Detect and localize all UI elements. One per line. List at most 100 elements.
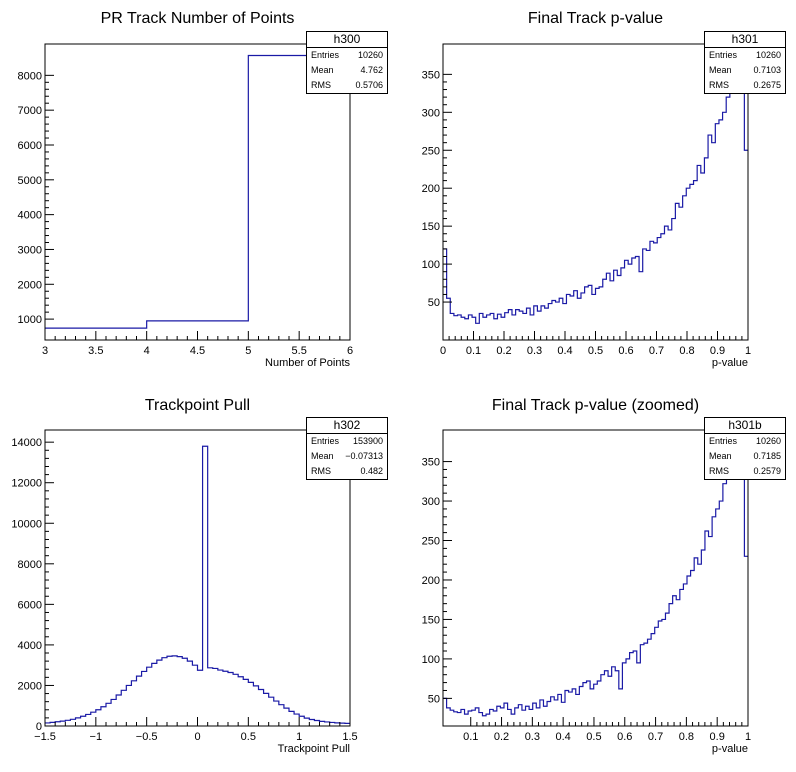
x-tick-label: 0.7 (649, 345, 664, 357)
x-tick-label: 0 (440, 345, 446, 357)
y-tick-label: 300 (422, 107, 440, 119)
stats-row-rms: RMS 0.2579 (709, 466, 781, 476)
stats-row-rms: RMS 0.5706 (311, 80, 383, 90)
histogram-h301: 0 0.1 0.2 0.3 0.4 0.5 0.6 0.7 0.8 0.9 150100150200… (422, 43, 751, 369)
y-tick-label: 4000 (18, 210, 42, 222)
y-tick-label: 8000 (18, 70, 42, 82)
y-tick-label: 3000 (18, 244, 42, 256)
x-tick-label: 0.8 (679, 731, 694, 743)
y-tick-label: 200 (422, 183, 440, 195)
y-tick-label: 7000 (18, 105, 42, 117)
x-tick-label: 0.4 (556, 731, 571, 743)
x-tick-label: 4 (144, 345, 150, 357)
y-tick-label: 5000 (18, 175, 42, 187)
stats-row-rms: RMS 0.2675 (709, 80, 781, 90)
y-tick-label: 6000 (18, 140, 42, 152)
stats-row-mean: Mean −0.07313 (311, 451, 383, 461)
stats-box: h300 Entries 10260 Mean 4.762 RMS 0.5706 (306, 31, 388, 94)
y-tick-label: 0 (36, 721, 42, 733)
plot-frame (442, 429, 749, 727)
x-tick-label: −0.5 (136, 731, 158, 743)
y-tick-label: 10000 (11, 518, 42, 530)
histogram-line (443, 50, 748, 324)
x-axis-label: p-value (712, 743, 748, 755)
x-tick-label: 5.5 (292, 345, 307, 357)
stats-row-entries: Entries 10260 (311, 50, 383, 60)
x-tick-label: 1 (296, 731, 302, 743)
pad-h302: Trackpoint Pull −1.5 −1 −0.5 0 0.5 1 1.5 0 2000 4… (0, 386, 398, 772)
x-tick-label: 0.3 (525, 731, 540, 743)
pad-h301b: Final Track p-value (zoomed) 0.1 0.2 0.3 0.… (398, 386, 796, 772)
y-tick-label: 50 (428, 297, 440, 309)
chart-title: Trackpoint Pull (144, 397, 251, 414)
y-tick-label: 350 (422, 457, 440, 469)
x-tick-label: 5 (245, 345, 251, 357)
stats-name: h302 (307, 418, 387, 434)
x-tick-label: 0.5 (588, 345, 603, 357)
chart-title: PR Track Number of Points (100, 10, 295, 27)
y-tick-label: 6000 (18, 599, 42, 611)
chart-title: Final Track p-value (zoomed) (491, 397, 700, 414)
y-tick-label: 100 (422, 259, 440, 271)
x-tick-label: 0.9 (710, 345, 725, 357)
x-tick-label: 0.8 (679, 345, 694, 357)
stats-name: h301 (705, 32, 785, 48)
histogram-h301b: 0.1 0.2 0.3 0.4 0.5 0.6 0.7 0.8 0.9 1501001502002… (422, 429, 751, 755)
x-axis-label: Number of Points (265, 357, 350, 369)
x-tick-label: 1.5 (342, 731, 357, 743)
x-tick-label: 0.7 (648, 731, 663, 743)
stats-box: h301 Entries 10260 Mean 0.7103 RMS 0.2675 (704, 31, 786, 94)
x-tick-label: 0.5 (241, 731, 256, 743)
x-tick-label: 3 (42, 345, 48, 357)
y-tick-label: 350 (422, 69, 440, 81)
y-tick-label: 150 (422, 221, 440, 233)
y-tick-label: 2000 (18, 279, 42, 291)
chart-title: Final Track p-value (527, 10, 664, 27)
stats-name: h301b (705, 418, 785, 434)
y-tick-label: 300 (422, 496, 440, 508)
stats-name: h300 (307, 32, 387, 48)
x-tick-label: 0.2 (494, 731, 509, 743)
x-tick-label: 3.5 (88, 345, 103, 357)
x-tick-label: 0.1 (463, 731, 478, 743)
pad-h300: PR Track Number of Points 3 3.5 4 4.5 5 5.5 6 1… (0, 0, 398, 386)
x-tick-label: 0.2 (496, 345, 511, 357)
x-tick-label: 0.5 (586, 731, 601, 743)
y-tick-label: 8000 (18, 559, 42, 571)
histogram-line (45, 54, 350, 329)
stats-row-entries: Entries 10260 (709, 436, 781, 446)
y-tick-label: 200 (422, 575, 440, 587)
x-tick-label: 0.9 (710, 731, 725, 743)
histogram-line (443, 445, 748, 717)
y-tick-label: 14000 (11, 437, 42, 449)
y-tick-label: 250 (422, 145, 440, 157)
x-tick-label: 0.6 (618, 345, 633, 357)
plot-frame (44, 43, 351, 341)
histogram-line (45, 445, 350, 724)
y-tick-label: 50 (428, 693, 440, 705)
x-tick-label: 1 (745, 345, 751, 357)
stats-row-mean: Mean 4.762 (311, 65, 383, 75)
x-tick-label: 0.4 (557, 345, 572, 357)
y-tick-label: 2000 (18, 680, 42, 692)
x-tick-label: 0.3 (527, 345, 542, 357)
x-tick-label: 0.6 (617, 731, 632, 743)
x-tick-label: 6 (347, 345, 353, 357)
stats-row-mean: Mean 0.7185 (709, 451, 781, 461)
stats-box: h302 Entries 153900 Mean −0.07313 RMS 0.482 (306, 417, 388, 480)
plot-frame (442, 43, 749, 341)
x-tick-label: 4.5 (190, 345, 205, 357)
stats-row-entries: Entries 10260 (709, 50, 781, 60)
x-tick-label: 0 (194, 731, 200, 743)
stats-row-rms: RMS 0.482 (311, 466, 383, 476)
y-tick-label: 1000 (18, 314, 42, 326)
x-tick-label: 1 (745, 731, 751, 743)
stats-row-entries: Entries 153900 (311, 436, 383, 446)
y-tick-label: 100 (422, 654, 440, 666)
x-axis-label: Trackpoint Pull (278, 743, 350, 755)
x-tick-label: −1 (90, 731, 103, 743)
stats-box: h301b Entries 10260 Mean 0.7185 RMS 0.2579 (704, 417, 786, 480)
histogram-h302: −1.5 −1 −0.5 0 0.5 1 1.5 0 2000 4000 6000 8000 10000… (11, 429, 358, 755)
plot-frame (44, 429, 351, 727)
x-tick-label: 0.1 (466, 345, 481, 357)
